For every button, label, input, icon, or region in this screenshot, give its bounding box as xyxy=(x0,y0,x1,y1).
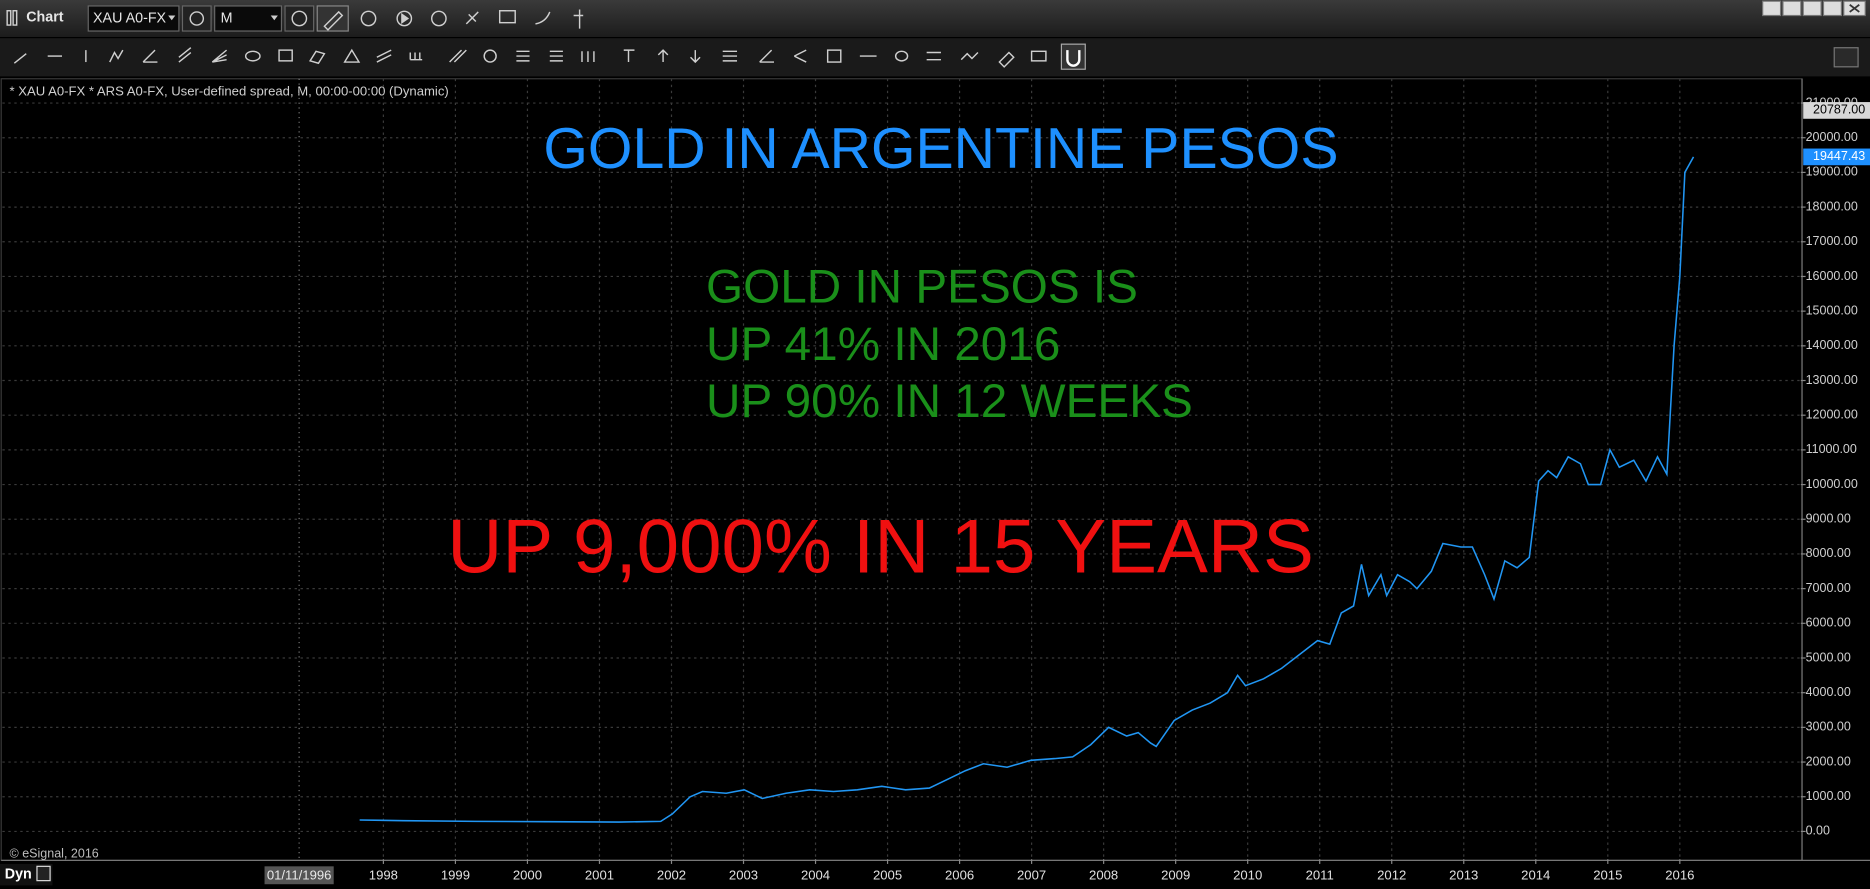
plot xyxy=(359,156,1695,823)
settings-icon xyxy=(189,11,205,26)
x-tick-label: 2015 xyxy=(1593,867,1622,882)
x-tick-label: 2007 xyxy=(1017,867,1046,882)
cursor-label-box xyxy=(264,866,334,885)
x-tick-label: 1998 xyxy=(369,867,398,882)
x-tick-label: 2009 xyxy=(1161,867,1190,882)
y-tick-label: 15000.00 xyxy=(1806,303,1858,317)
x-tick-label: 2006 xyxy=(945,867,974,882)
y-tick-label: 7000.00 xyxy=(1806,581,1851,595)
symbol-box[interactable] xyxy=(87,5,180,32)
y-tick-label: 5000.00 xyxy=(1806,650,1851,664)
dropdown-arrow xyxy=(270,15,278,21)
y-tick-label: 16000.00 xyxy=(1806,269,1858,283)
x-tick-label: 2013 xyxy=(1449,867,1478,882)
top-tools xyxy=(360,9,584,29)
grip-icon xyxy=(6,10,18,26)
y-tick-label: 12000.00 xyxy=(1806,408,1858,422)
x-tick-label: 2002 xyxy=(657,867,686,882)
dyn-icon[interactable] xyxy=(36,865,51,882)
y-tick-label: 13000.00 xyxy=(1806,373,1858,387)
y-tick-label: 3000.00 xyxy=(1806,720,1851,734)
clock-icon xyxy=(291,10,308,27)
interval[interactable]: M xyxy=(221,10,233,26)
annotation: UP 90% IN 12 WEEKS xyxy=(706,375,1193,428)
x-tick-label: 2016 xyxy=(1665,867,1694,882)
price-marker xyxy=(1803,102,1870,119)
x-tick-label: 2012 xyxy=(1377,867,1406,882)
drawing-tools[interactable] xyxy=(13,47,1047,68)
x-tick-label: 2014 xyxy=(1521,867,1550,882)
panel-button[interactable] xyxy=(1833,47,1859,68)
y-tick-label: 17000.00 xyxy=(1806,234,1858,248)
grid xyxy=(2,78,1806,864)
annotation: UP 41% IN 2016 xyxy=(706,318,1060,371)
y-tick-label: 8000.00 xyxy=(1806,546,1851,560)
y-tick-label: 4000.00 xyxy=(1806,685,1851,699)
annotation: GOLD IN PESOS IS xyxy=(706,261,1138,314)
settings-button[interactable] xyxy=(181,5,212,32)
dyn-label[interactable]: Dyn xyxy=(5,866,32,882)
price-marker-label: 20787.00 xyxy=(1813,103,1865,117)
x-tick-label: 1999 xyxy=(441,867,470,882)
dropdown-arrow xyxy=(168,15,176,21)
y-tick-label: 18000.00 xyxy=(1806,199,1858,213)
symbol[interactable]: XAU A0-FX xyxy=(93,10,167,26)
price-line xyxy=(359,156,1695,823)
x-tick-label: 2011 xyxy=(1306,867,1334,882)
y-tick-label: 10000.00 xyxy=(1806,477,1858,491)
y-tick-label: 2000.00 xyxy=(1806,754,1851,768)
y-tick-label: 20000.00 xyxy=(1806,130,1858,144)
interval-box[interactable] xyxy=(214,5,283,32)
y-tick-label: 9000.00 xyxy=(1806,512,1851,526)
x-tick-label: 2001 xyxy=(585,867,614,882)
cursor-label: 01/11/1996 xyxy=(267,867,332,882)
chart-title: GOLD IN ARGENTINE PESOS xyxy=(543,117,1338,181)
price-marker-label: 19447.43 xyxy=(1813,149,1865,163)
status-line: * XAU A0-FX * ARS A0-FX, User-defined sp… xyxy=(10,83,449,98)
price-marker xyxy=(1803,148,1870,166)
app-label: Chart xyxy=(26,10,64,26)
magnet-icon xyxy=(1066,50,1081,67)
x-tick-label: 2005 xyxy=(873,867,902,882)
y-tick-label: 0.00 xyxy=(1806,824,1830,838)
y-tick-label: 14000.00 xyxy=(1806,338,1858,352)
copyright: © eSignal, 2016 xyxy=(10,847,99,861)
labels: 0.00 1000.00 2000.00 3000.00 4000.00 5000.00 6… xyxy=(264,95,1870,885)
x-tick-label: 2003 xyxy=(729,867,758,882)
y-tick-label: 6000.00 xyxy=(1806,616,1851,630)
y-tick-label: 1000.00 xyxy=(1806,789,1851,803)
y-tick-label: 11000.00 xyxy=(1806,442,1857,456)
annotation: UP 9,000% IN 15 YEARS xyxy=(447,505,1314,590)
x-tick-label: 2010 xyxy=(1233,867,1262,882)
x-tick-label: 2004 xyxy=(801,867,830,882)
drawing-toolbar xyxy=(0,38,1870,77)
x-tick-label: 2008 xyxy=(1089,867,1118,882)
y-tick-label: 19000.00 xyxy=(1806,165,1858,179)
time-button[interactable] xyxy=(284,5,315,32)
pencil-icon xyxy=(323,10,344,31)
window-buttons[interactable] xyxy=(1762,0,1866,17)
x-tick-label: 2000 xyxy=(513,867,542,882)
